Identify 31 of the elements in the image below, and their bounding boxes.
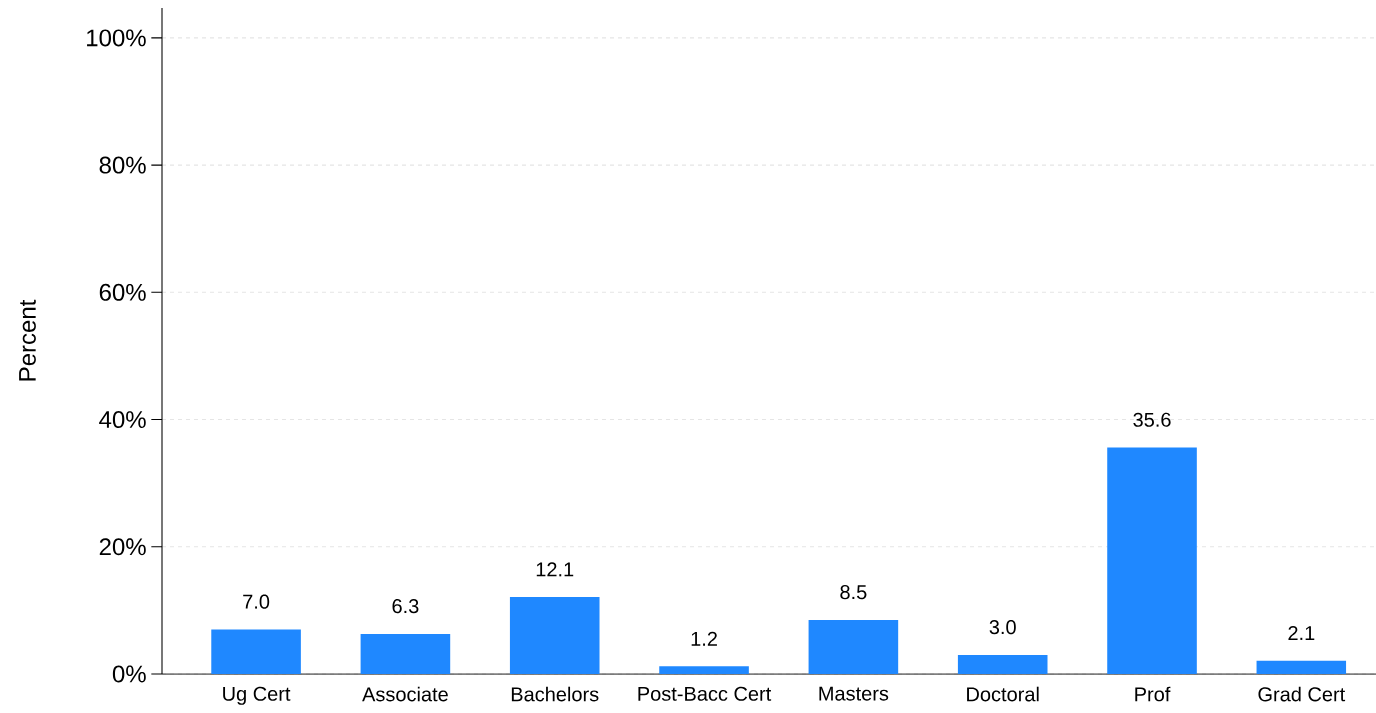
bar [211,629,301,674]
bar [808,619,899,674]
bar [1256,660,1347,674]
x-tick-label: Bachelors [511,686,599,702]
data-label: 12.1 [536,562,574,577]
y-tick-label: 100% [87,29,146,47]
data-label: 1.2 [691,631,717,646]
x-tick-label: Associate [362,686,448,702]
y-tick-label: 60% [99,283,146,301]
bar [659,666,749,674]
bar [957,654,1048,674]
data-label: 2.1 [1288,625,1315,640]
y-axis-title: Percent [19,299,36,381]
x-tick-label: Doctoral [967,686,1039,702]
y-tick-label: 80% [99,156,146,174]
y-tick-label: 40% [99,411,146,429]
bar [1107,447,1197,674]
x-tick-label: Post-Bacc Cert [638,686,772,701]
data-label: 7.0 [243,594,270,609]
bar [509,597,600,674]
data-label: 3.0 [989,620,1016,635]
y-tick-label: 0% [112,665,146,683]
x-tick-label: Masters [819,686,889,701]
bar [360,633,451,674]
x-tick-label: Ug Cert [223,686,291,705]
x-tick-label: Grad Cert [1258,686,1346,702]
data-label: 8.5 [840,585,867,600]
data-label: 35.6 [1133,412,1171,427]
x-tick-label: Prof [1135,686,1171,702]
data-label: 6.3 [392,599,419,614]
y-tick-label: 20% [99,538,146,556]
